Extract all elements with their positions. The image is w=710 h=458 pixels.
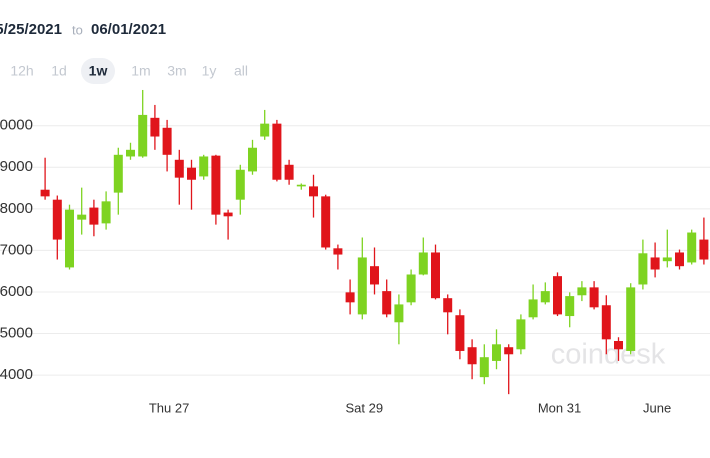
candle-body: [174, 159, 184, 178]
candle-body: [577, 287, 587, 296]
range-button[interactable]: 1y: [202, 63, 217, 79]
candle-body: [187, 167, 196, 180]
range-button[interactable]: 1w: [89, 63, 108, 79]
candle-body: [626, 287, 636, 351]
candle-body: [540, 291, 550, 303]
candle-body: [528, 299, 538, 318]
candle-body: [248, 147, 257, 172]
x-tick-label: Mon 31: [538, 400, 581, 415]
candle-body: [650, 257, 660, 270]
range-selected-bg: [81, 58, 115, 84]
range-button[interactable]: all: [234, 63, 248, 79]
candle-body: [211, 155, 221, 215]
candle-body: [162, 127, 172, 155]
y-tick-label: 40000: [0, 117, 33, 134]
date-from: 05/25/2021: [0, 21, 62, 38]
date-to: 06/01/2021: [91, 21, 166, 38]
candle-body: [638, 253, 648, 285]
candle-body: [52, 199, 62, 240]
y-tick-label: 34000: [0, 366, 33, 383]
candle-body: [126, 149, 135, 157]
range-button[interactable]: 3m: [167, 63, 186, 79]
candle-body: [589, 287, 599, 308]
candle-body: [89, 207, 99, 225]
x-tick-label: June: [643, 400, 671, 415]
candle-body: [382, 291, 392, 315]
y-tick-label: 35000: [0, 324, 33, 341]
watermark: coindesk: [551, 339, 666, 371]
candle-body: [223, 212, 233, 217]
range-buttons: 12h 1d 1w 1m 3m 1y all: [10, 58, 248, 84]
candle-body: [284, 164, 294, 180]
x-tick-label: Sat 29: [346, 400, 384, 415]
candle-body: [199, 156, 209, 177]
candle-body: [150, 117, 160, 137]
candle-body: [479, 357, 489, 378]
x-axis: Thu 27 Sat 29 Mon 31 June: [149, 400, 671, 415]
x-tick-label: Thu 27: [149, 400, 189, 415]
candle-body: [296, 184, 306, 187]
y-tick-label: 38000: [0, 200, 33, 217]
y-tick-label: 37000: [0, 241, 33, 258]
candle-body: [138, 114, 148, 157]
candle-body: [235, 169, 245, 200]
candle-body: [333, 248, 343, 255]
candle-body: [614, 340, 623, 350]
candle-body: [699, 239, 709, 260]
y-tick-label: 39000: [0, 158, 33, 175]
date-separator: to: [72, 22, 83, 37]
candle-body: [565, 296, 575, 317]
candle-body: [492, 344, 501, 361]
range-button[interactable]: 12h: [10, 63, 33, 79]
candle-body: [455, 315, 465, 351]
candle-body: [675, 252, 684, 267]
candle-body: [357, 257, 367, 315]
candle-body: [601, 305, 611, 340]
candle-body: [406, 274, 416, 303]
y-tick-label: 36000: [0, 283, 33, 300]
candle-body: [431, 252, 440, 299]
candle-body: [272, 123, 282, 180]
candle-body: [77, 214, 87, 220]
candle-body: [394, 304, 404, 323]
candle-body: [504, 347, 514, 355]
candle-body: [662, 257, 672, 262]
candle-body: [65, 209, 74, 268]
candle-body: [321, 196, 331, 248]
range-button[interactable]: 1d: [51, 63, 67, 79]
candle-body: [309, 186, 318, 197]
candle-body: [40, 189, 50, 197]
range-button[interactable]: 1m: [131, 63, 150, 79]
candle-body: [101, 201, 111, 224]
candle-body: [467, 347, 477, 365]
candle-body: [260, 123, 270, 137]
candle-body: [418, 252, 428, 275]
candle-body: [687, 232, 697, 263]
candle-body: [113, 154, 123, 193]
candle-body: [370, 266, 379, 285]
candle-body: [345, 292, 355, 303]
candle-body: [553, 276, 562, 315]
candle-body: [516, 319, 526, 350]
candles: [40, 89, 709, 395]
candle-body: [443, 298, 453, 313]
